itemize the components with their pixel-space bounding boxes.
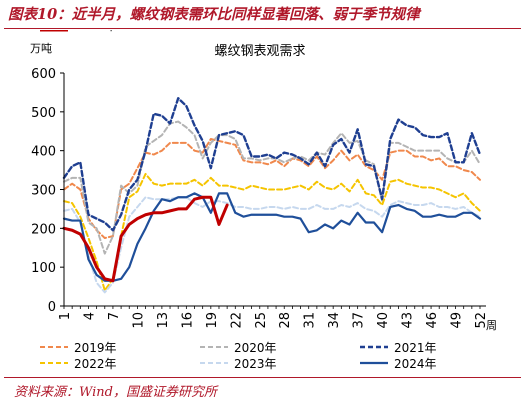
x-tick-label: 34 (327, 312, 342, 329)
x-tick-label: 40 (376, 312, 391, 329)
y-unit-label: 万吨 (30, 42, 52, 55)
chart-title: 螺纹钢表观需求 (214, 44, 305, 59)
legend-label: 2023年 (234, 357, 277, 371)
legend-label: 2020年 (234, 341, 277, 355)
y-tick-label: 500 (31, 106, 56, 121)
x-tick-label: 31 (303, 312, 318, 329)
y-tick-label: 100 (31, 261, 56, 276)
y-tick-label: 300 (31, 184, 56, 199)
x-tick-label: 43 (401, 312, 416, 329)
source-rule (4, 377, 521, 378)
x-tick-label: 4 (82, 312, 97, 320)
y-tick-label: 200 (31, 222, 56, 237)
x-tick-label: 28 (278, 312, 293, 329)
legend-label: 2019年 (74, 341, 117, 355)
legend-label: 2022年 (74, 357, 117, 371)
series-line-2021年 (62, 97, 482, 232)
x-tick-label: 37 (352, 312, 367, 329)
x-tick-label: 49 (450, 312, 465, 329)
x-axis-label: 周 (486, 319, 497, 332)
x-tick-label: 10 (131, 312, 146, 329)
legend-label: 2021年 (394, 341, 437, 355)
x-tick-label: 19 (205, 312, 220, 329)
title-rule (4, 28, 521, 29)
x-tick-label: 1 (58, 312, 73, 320)
y-tick-label: 400 (31, 145, 56, 160)
axis-layer: 0 100 200 300 400 500 600 1 4 7 10 13 16 19 22 25 28 31 34… (31, 67, 489, 329)
series-line-2020年 (63, 120, 481, 255)
x-tick-label: 7 (107, 312, 122, 320)
series-layer (62, 97, 482, 294)
y-tick-label: 600 (31, 67, 56, 82)
series-line-2024年 (62, 192, 482, 282)
x-tick-label: 46 (425, 312, 440, 329)
x-tick-label: 52 (474, 312, 489, 329)
figure-title: 图表10：近半月，螺纹钢表需环比同样显著回落、弱于季节规律 (8, 6, 420, 23)
series-line-2022年 (63, 172, 481, 292)
x-tick-label: 16 (180, 312, 195, 329)
series-line-2025年 (62, 195, 229, 283)
series-line-2023年 (63, 196, 481, 294)
y-tick-label: 0 (48, 300, 56, 315)
x-tick-label: 13 (156, 312, 171, 329)
legend-label: 2024年 (394, 357, 437, 371)
legend-label: 2025年 (74, 30, 117, 33)
line-chart: 万吨 螺纹钢表观需求 0 100 200 300 400 500 600 1 4 7 10 13 16 1… (30, 30, 497, 371)
source-note: 资料来源：Wind，国盛证券研究所 (14, 385, 217, 400)
legend: 2019年 2020年 2021年 2022年 2023年 2024年 2025年 (40, 30, 437, 371)
series-line-2019年 (63, 138, 481, 240)
x-tick-label: 25 (254, 312, 269, 329)
x-tick-label: 22 (229, 312, 244, 329)
